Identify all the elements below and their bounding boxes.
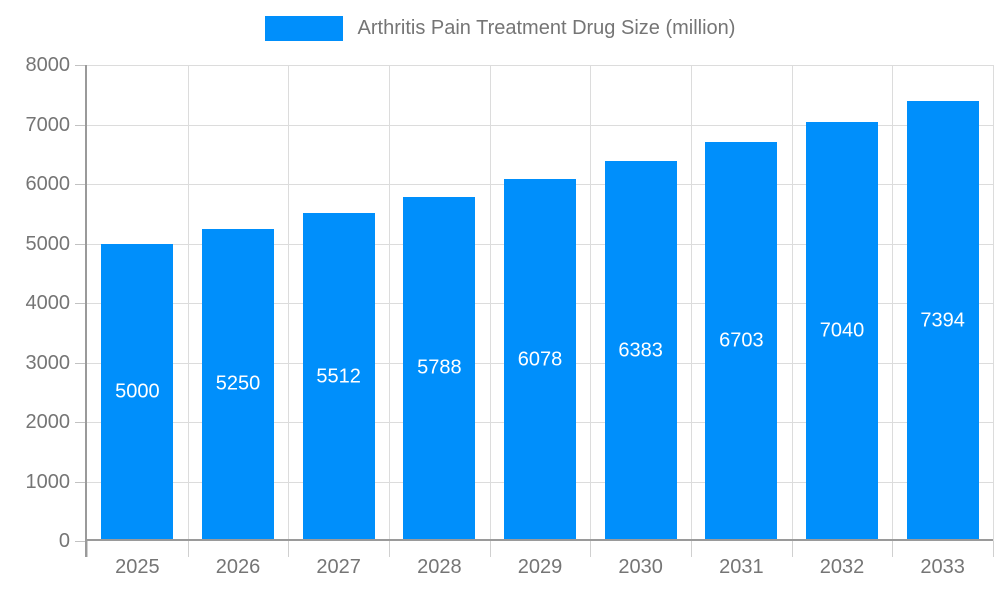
y-tick-label: 3000 bbox=[25, 351, 71, 374]
y-tick-mark bbox=[75, 65, 86, 66]
y-tick-label: 7000 bbox=[25, 113, 71, 136]
y-tick-mark bbox=[75, 422, 86, 423]
grid-line-horizontal bbox=[87, 65, 993, 66]
bar[interactable]: 5512 bbox=[302, 213, 375, 540]
bar[interactable]: 6703 bbox=[705, 142, 778, 540]
x-tick-mark bbox=[691, 541, 692, 557]
y-tick-label: 5000 bbox=[25, 232, 71, 255]
bar[interactable]: 7394 bbox=[906, 101, 979, 540]
x-axis-label: 2030 bbox=[618, 556, 663, 578]
x-axis-line bbox=[85, 539, 993, 541]
x-axis-label: 2028 bbox=[417, 556, 462, 578]
x-axis-label: 2026 bbox=[215, 556, 261, 578]
legend[interactable]: Arthritis Pain Treatment Drug Size (mill… bbox=[0, 16, 1000, 41]
x-tick-mark bbox=[288, 541, 290, 557]
grid-line-vertical bbox=[691, 65, 692, 541]
bar-value-label: 5250 bbox=[215, 372, 261, 395]
x-axis-label: 2027 bbox=[316, 556, 361, 578]
bar[interactable]: 5000 bbox=[101, 243, 174, 540]
bar-value-label: 6703 bbox=[719, 329, 764, 352]
grid-line-vertical bbox=[489, 65, 491, 541]
bar-value-label: 6383 bbox=[618, 339, 663, 362]
x-tick-mark bbox=[590, 541, 592, 557]
x-tick-mark bbox=[87, 541, 88, 557]
x-tick-mark bbox=[791, 541, 793, 557]
bar[interactable]: 7040 bbox=[806, 122, 878, 540]
bar[interactable]: 5250 bbox=[202, 228, 274, 540]
bar[interactable]: 6383 bbox=[604, 161, 677, 540]
y-tick-mark bbox=[75, 184, 86, 185]
y-tick-label: 8000 bbox=[25, 54, 71, 76]
x-tick-mark bbox=[993, 541, 994, 557]
y-axis-line bbox=[85, 65, 87, 557]
grid-line-vertical bbox=[791, 65, 793, 541]
grid-line-vertical bbox=[993, 65, 994, 541]
y-tick-label: 2000 bbox=[25, 411, 71, 433]
grid-line-vertical bbox=[892, 65, 894, 541]
x-tick-mark bbox=[187, 541, 189, 557]
x-axis-label: 2029 bbox=[517, 556, 563, 578]
grid-line-horizontal bbox=[87, 124, 993, 126]
y-tick-label: 6000 bbox=[25, 173, 71, 195]
bar-value-label: 5512 bbox=[316, 365, 361, 388]
y-tick-mark bbox=[75, 362, 86, 364]
y-tick-mark bbox=[75, 243, 86, 245]
x-axis-label: 2033 bbox=[920, 556, 965, 578]
bar-value-label: 7040 bbox=[819, 319, 865, 342]
legend-label[interactable]: Arthritis Pain Treatment Drug Size (mill… bbox=[357, 17, 736, 39]
x-tick-mark bbox=[389, 541, 390, 557]
plot-area: 5000 5250 5512 5788 6078 6383 6703 7040 7394 bbox=[87, 65, 994, 541]
y-tick-mark bbox=[75, 541, 86, 542]
x-tick-mark bbox=[892, 541, 894, 557]
bar[interactable]: 5788 bbox=[403, 196, 476, 540]
bar[interactable]: 6078 bbox=[504, 179, 576, 540]
grid-line-vertical bbox=[389, 65, 390, 541]
bar-value-label: 6078 bbox=[517, 348, 563, 371]
y-tick-label: 0 bbox=[58, 530, 70, 552]
x-tick-mark bbox=[489, 541, 491, 557]
x-axis-label: 2032 bbox=[819, 556, 865, 578]
y-tick-label: 1000 bbox=[25, 470, 71, 493]
y-tick-label: 4000 bbox=[25, 292, 71, 314]
x-axis-label: 2025 bbox=[115, 556, 160, 578]
grid-line-vertical bbox=[288, 65, 290, 541]
y-tick-mark bbox=[75, 124, 86, 126]
y-tick-mark bbox=[75, 303, 86, 304]
bar-value-label: 5788 bbox=[417, 356, 462, 379]
legend-swatch[interactable] bbox=[264, 16, 343, 41]
y-tick-mark bbox=[75, 481, 86, 483]
grid-line-vertical bbox=[590, 65, 592, 541]
bar-value-label: 5000 bbox=[115, 380, 160, 403]
grid-line-vertical bbox=[187, 65, 189, 541]
x-axis-label: 2031 bbox=[719, 556, 764, 578]
bar-value-label: 7394 bbox=[920, 309, 965, 332]
